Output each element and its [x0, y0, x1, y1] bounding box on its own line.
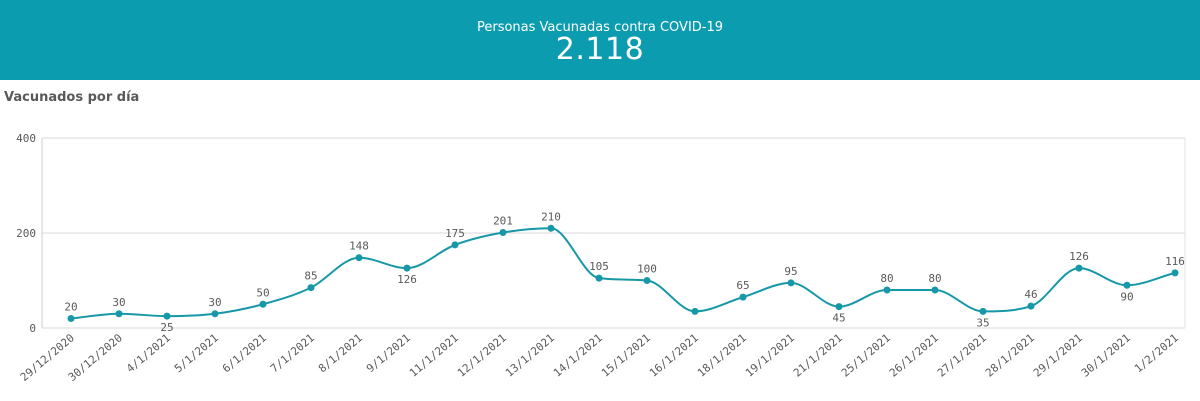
data-point	[355, 254, 363, 262]
data-label: 100	[637, 263, 657, 276]
data-point	[451, 241, 459, 249]
y-tick-label: 400	[16, 132, 36, 145]
data-label: 126	[397, 273, 417, 286]
y-tick-label: 200	[16, 227, 36, 240]
data-label: 201	[493, 215, 513, 228]
data-point	[1123, 281, 1131, 289]
data-label: 80	[880, 272, 893, 285]
data-point	[1027, 302, 1035, 310]
data-point	[643, 277, 651, 284]
data-label: 30	[112, 296, 125, 309]
x-tick-label: 8/1/2021	[316, 331, 365, 375]
x-tick-label: 16/1/2021	[647, 331, 701, 379]
data-label: 105	[589, 260, 609, 273]
x-tick-label: 9/1/2021	[364, 331, 413, 375]
data-label: 45	[832, 312, 845, 325]
x-tick-label: 14/1/2021	[551, 331, 605, 379]
data-label: 148	[349, 240, 369, 253]
x-tick-label: 25/1/2021	[839, 331, 893, 379]
data-label: 65	[736, 279, 749, 292]
data-point	[595, 274, 603, 282]
data-label: 210	[541, 210, 561, 223]
x-tick-label: 19/1/2021	[743, 331, 797, 379]
data-point	[739, 293, 747, 301]
data-point	[499, 229, 507, 237]
x-tick-label: 7/1/2021	[268, 331, 317, 375]
x-tick-label: 28/1/2021	[983, 331, 1037, 379]
data-label: 80	[928, 272, 941, 285]
data-point	[67, 315, 75, 322]
data-label: 116	[1165, 255, 1185, 268]
x-tick-label: 21/1/2021	[791, 331, 845, 379]
data-point	[835, 303, 843, 311]
chart-title: Vacunados por día	[4, 90, 140, 105]
data-point	[307, 284, 315, 292]
data-label: 30	[208, 296, 221, 309]
data-point	[259, 300, 267, 308]
data-point	[787, 279, 795, 287]
data-point	[691, 307, 699, 315]
kpi-value: 2.118	[555, 32, 645, 67]
series-line	[70, 227, 1176, 320]
data-point	[883, 286, 891, 294]
data-label: 46	[1024, 288, 1037, 301]
data-point	[979, 307, 987, 315]
data-point	[931, 286, 939, 294]
data-label: 175	[445, 227, 465, 240]
y-tick-label: 0	[29, 322, 36, 335]
data-label: 20	[64, 301, 77, 314]
kpi-banner: Personas Vacunadas contra COVID-19 2.118	[0, 0, 1200, 80]
data-label: 95	[784, 265, 797, 278]
x-tick-label: 12/1/2021	[455, 331, 509, 379]
x-tick-label: 13/1/2021	[503, 331, 557, 379]
x-tick-label: 26/1/2021	[887, 331, 941, 379]
data-point	[211, 310, 219, 318]
data-label: 90	[1120, 290, 1133, 303]
data-label: 35	[976, 316, 989, 329]
data-point	[1075, 264, 1083, 272]
data-point	[403, 264, 411, 272]
x-tick-label: 18/1/2021	[695, 331, 749, 379]
data-label: 50	[256, 286, 269, 299]
data-point	[1171, 269, 1179, 277]
x-tick-label: 11/1/2021	[407, 331, 461, 379]
data-label: 25	[160, 321, 173, 334]
data-label: 85	[304, 270, 317, 283]
x-tick-label: 5/1/2021	[172, 331, 221, 375]
kpi-label: Personas Vacunadas contra COVID-19	[476, 20, 724, 35]
data-label: 126	[1069, 250, 1089, 263]
x-tick-label: 4/1/2021	[124, 331, 173, 375]
data-point	[547, 224, 555, 232]
x-tick-label: 15/1/2021	[599, 331, 653, 379]
x-tick-label: 29/1/2021	[1031, 331, 1085, 379]
x-tick-label: 6/1/2021	[220, 331, 269, 375]
x-tick-label: 1/2/2021	[1132, 331, 1181, 375]
x-tick-label: 27/1/2021	[935, 331, 989, 379]
data-point	[115, 310, 123, 318]
x-tick-label: 30/1/2021	[1079, 331, 1133, 379]
data-point	[163, 312, 171, 320]
